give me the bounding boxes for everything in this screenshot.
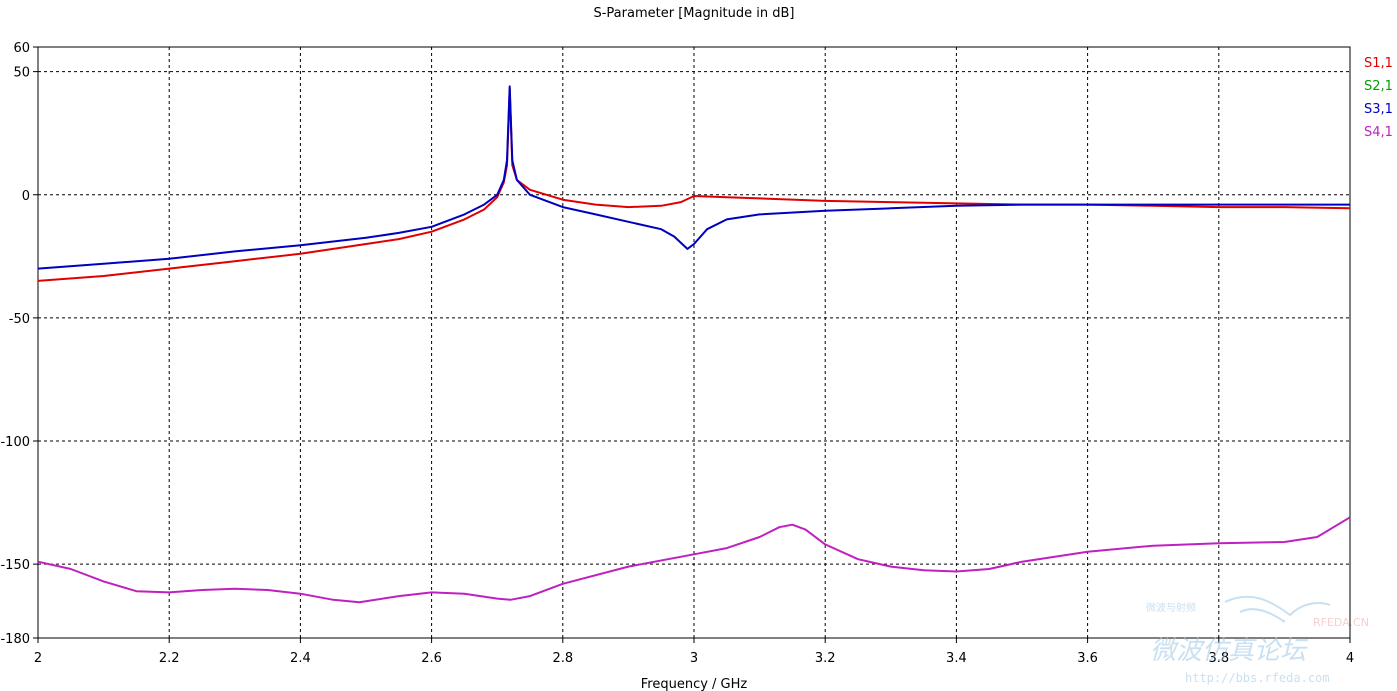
legend-entry-2: S2,1 bbox=[1364, 79, 1393, 94]
x-axis-ticks: 2 2.2 2.4 2.6 2.8 3 3.2 3.4 3.6 3.8 4 bbox=[34, 638, 1354, 666]
series-line-1 bbox=[37, 87, 1351, 282]
x-tick-label: 2.2 bbox=[159, 651, 180, 666]
x-tick-label: 4 bbox=[1346, 651, 1354, 666]
series-line-4 bbox=[37, 516, 1351, 604]
x-tick-label: 3.2 bbox=[815, 651, 836, 666]
series-line-3 bbox=[37, 85, 1350, 270]
legend-entry-1: S1,1 bbox=[1364, 56, 1393, 71]
legend-entry-4: S4,1 bbox=[1364, 125, 1393, 140]
x-tick-label: 3.6 bbox=[1077, 651, 1098, 666]
legend-entry-3: S3,1 bbox=[1364, 102, 1393, 117]
x-tick-label: 3.8 bbox=[1208, 651, 1229, 666]
y-tick-label: -50 bbox=[9, 312, 30, 327]
y-tick-label: 50 bbox=[13, 66, 30, 81]
x-axis-label: Frequency / GHz bbox=[641, 677, 748, 691]
x-tick-label: 3 bbox=[690, 651, 698, 666]
y-tick-label: -100 bbox=[0, 435, 30, 450]
watermark-brand: RFEDA.CN bbox=[1313, 616, 1369, 629]
x-tick-label: 2 bbox=[34, 651, 42, 666]
y-tick-label: 60 bbox=[13, 41, 30, 56]
watermark-text-cn-small: 微波与射频 bbox=[1146, 601, 1196, 614]
x-tick-label: 3.4 bbox=[946, 651, 967, 666]
legend: S1,1 S2,1 S3,1 S4,1 bbox=[1364, 56, 1393, 140]
y-axis-ticks: 60 50 0 -50 -100 -150 -180 bbox=[0, 41, 38, 647]
bird-logo-icon bbox=[1224, 595, 1331, 623]
y-tick-label: -180 bbox=[0, 632, 30, 647]
x-tick-label: 2.8 bbox=[552, 651, 573, 666]
series-lines bbox=[37, 85, 1351, 604]
x-tick-label: 2.6 bbox=[421, 651, 442, 666]
y-tick-label: -150 bbox=[0, 558, 30, 573]
chart-title: S-Parameter [Magnitude in dB] bbox=[593, 6, 794, 21]
watermark-text-cn: 微波仿真论坛 bbox=[1150, 636, 1309, 666]
y-tick-label: 0 bbox=[22, 189, 30, 204]
x-tick-label: 2.4 bbox=[290, 651, 311, 666]
grid-lines bbox=[38, 47, 1350, 638]
watermark: 微波与射频 RFEDA.CN 微波仿真论坛 http://bbs.rfeda.c… bbox=[1146, 595, 1369, 685]
watermark-url: http://bbs.rfeda.com bbox=[1185, 671, 1330, 685]
